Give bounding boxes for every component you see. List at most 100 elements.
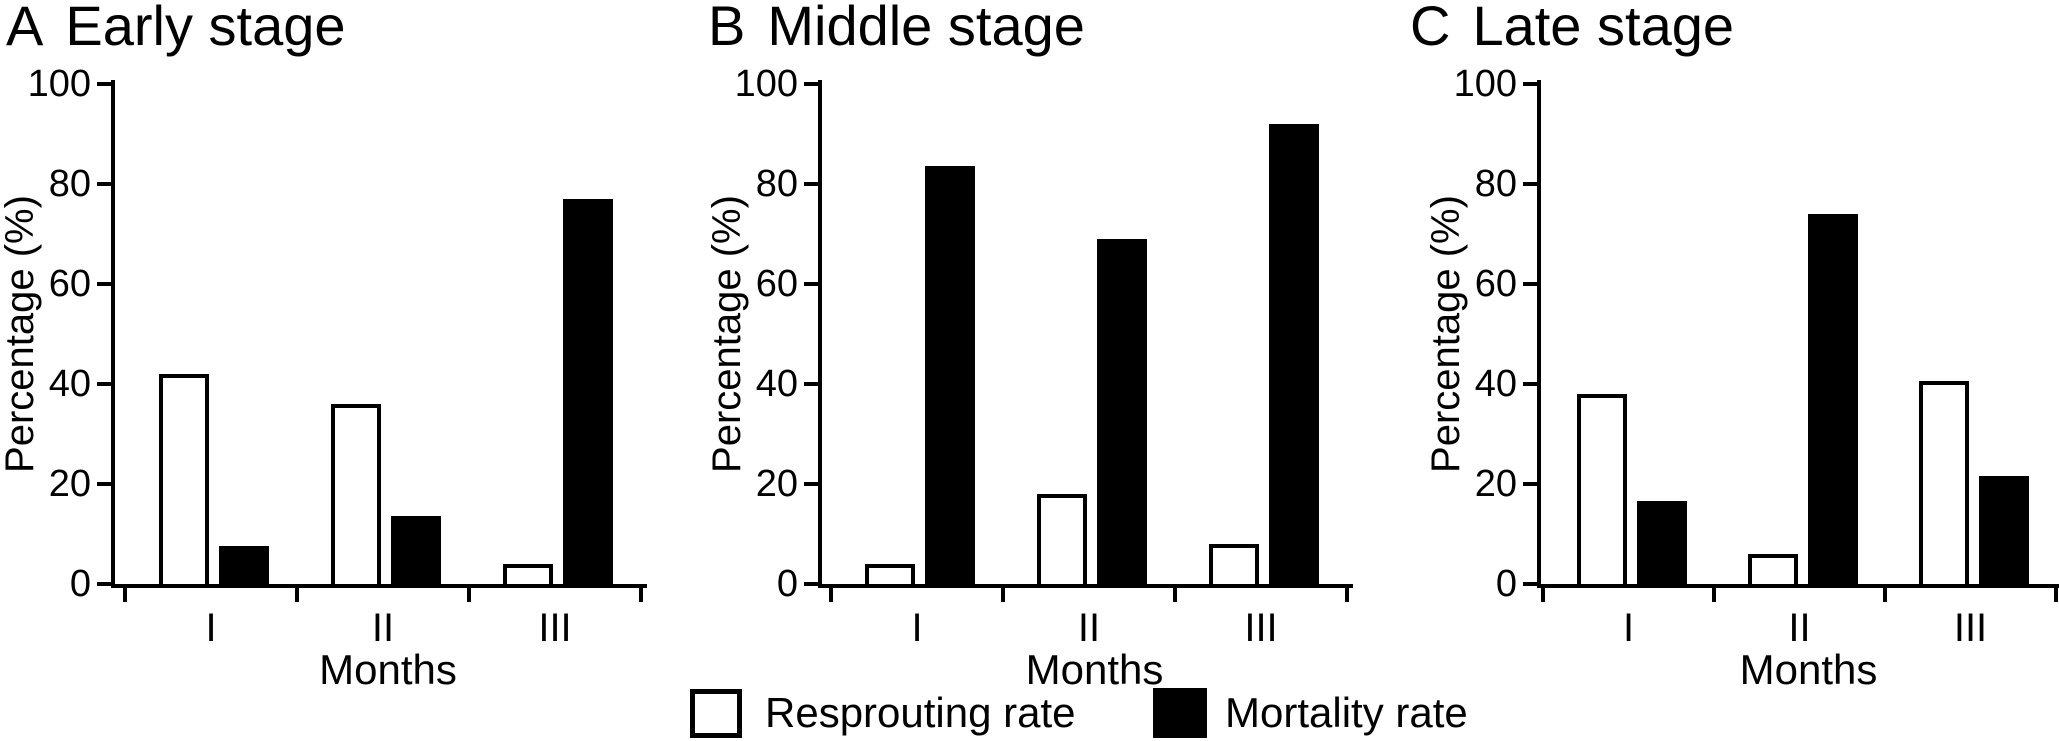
x-tick (2054, 584, 2058, 602)
panel-c: C Late stage Percentage (%) 0 20 40 60 80 100 I II… (1373, 0, 2059, 741)
x-axis-label: Months (319, 646, 457, 693)
bar-resprouting-rate-iii (1919, 381, 1969, 584)
bar-resprouting-rate-ii (1748, 554, 1798, 584)
y-axis-label: Percentage (%) (0, 195, 42, 473)
y-tick (1523, 382, 1537, 386)
x-category-label: III (538, 606, 572, 650)
x-axis-line (818, 584, 1353, 588)
x-tick (1712, 584, 1716, 602)
y-tick-label: 80 (1474, 163, 1517, 205)
y-tick (1523, 82, 1537, 86)
y-tick (97, 282, 111, 286)
y-tick-label: 20 (48, 463, 91, 505)
y-tick-label: 60 (48, 263, 91, 305)
x-tick (639, 584, 643, 602)
y-tick (804, 582, 818, 586)
x-category-label: I (1622, 606, 1635, 650)
x-tick (295, 584, 299, 602)
x-tick (1001, 584, 1005, 602)
y-tick (97, 82, 111, 86)
x-tick (829, 584, 833, 602)
y-tick-label: 100 (27, 63, 91, 105)
x-tick (1173, 584, 1177, 602)
y-axis-line (818, 80, 822, 588)
bar-resprouting-rate-i (865, 564, 915, 584)
x-axis-line (1537, 584, 2059, 588)
x-category-label: I (911, 606, 923, 650)
panel-title: B Middle stage (708, 0, 1085, 56)
bar-mortality-rate-i (925, 166, 975, 584)
panel-title-text: Middle stage (767, 0, 1085, 57)
x-category-label: I (205, 606, 217, 650)
y-tick-label: 80 (755, 163, 798, 205)
y-tick-label: 40 (755, 363, 798, 405)
bar-mortality-rate-i (219, 546, 269, 584)
bar-mortality-rate-i (1637, 501, 1687, 584)
y-tick-label: 0 (69, 563, 91, 605)
bar-resprouting-rate-iii (1209, 544, 1259, 584)
x-axis-label: Months (1739, 646, 1878, 693)
x-category-label: II (371, 606, 395, 650)
bar-mortality-rate-ii (1097, 239, 1147, 584)
bar-mortality-rate-iii (1979, 476, 2029, 584)
y-tick (804, 482, 818, 486)
y-tick (97, 582, 111, 586)
y-axis-label: Percentage (%) (1424, 195, 1468, 473)
panel-letter: C (1410, 0, 1451, 57)
bar-resprouting-rate-i (1577, 394, 1627, 584)
y-tick-label: 100 (1453, 63, 1517, 105)
x-category-label: III (1244, 606, 1278, 650)
y-tick-label: 20 (1474, 463, 1517, 505)
panel-title-text: Late stage (1472, 0, 1734, 57)
bar-mortality-rate-iii (563, 199, 613, 584)
y-tick (97, 382, 111, 386)
y-axis-label: Percentage (%) (705, 195, 749, 473)
x-tick (1345, 584, 1349, 602)
y-tick-label: 100 (734, 63, 798, 105)
y-tick-label: 60 (755, 263, 798, 305)
x-tick (1541, 584, 1545, 602)
panel-letter: B (708, 0, 746, 57)
y-tick-label: 0 (776, 563, 798, 605)
x-category-label: II (1077, 606, 1101, 650)
y-tick (804, 82, 818, 86)
y-tick-label: 60 (1474, 263, 1517, 305)
bar-resprouting-rate-ii (1037, 494, 1087, 584)
panel-a: A Early stage Percentage (%) 0 20 40 60 80 100 I I… (0, 0, 686, 741)
bar-resprouting-rate-ii (331, 404, 381, 584)
y-tick (804, 382, 818, 386)
panel-title-text: Early stage (65, 0, 346, 57)
bar-mortality-rate-iii (1269, 124, 1319, 584)
y-tick (97, 482, 111, 486)
y-axis-line (1537, 80, 1541, 588)
y-tick-label: 80 (48, 163, 91, 205)
x-axis-label: Months (1025, 646, 1164, 693)
y-tick (1523, 582, 1537, 586)
x-axis-line (111, 584, 647, 588)
bar-mortality-rate-ii (1808, 214, 1858, 584)
y-tick (1523, 282, 1537, 286)
x-tick (1883, 584, 1887, 602)
x-category-label: II (1788, 606, 1811, 650)
y-tick (97, 182, 111, 186)
y-tick-label: 20 (755, 463, 798, 505)
bar-resprouting-rate-iii (503, 564, 553, 584)
y-tick (1523, 482, 1537, 486)
y-tick-label: 0 (1495, 563, 1517, 605)
bar-resprouting-rate-i (159, 374, 209, 584)
x-category-label: III (1953, 606, 1988, 650)
x-tick (123, 584, 127, 602)
bar-mortality-rate-ii (391, 516, 441, 584)
panel-b: B Middle stage Percentage (%) 0 20 40 60 80 100 I… (690, 0, 1376, 741)
y-tick (804, 282, 818, 286)
x-tick (467, 584, 471, 602)
panel-letter: A (6, 0, 44, 57)
y-tick-label: 40 (1474, 363, 1517, 405)
y-tick (804, 182, 818, 186)
panel-title: C Late stage (1410, 0, 1734, 56)
y-tick (1523, 182, 1537, 186)
y-axis-line (111, 80, 115, 588)
y-tick-label: 40 (48, 363, 91, 405)
panel-title: A Early stage (6, 0, 346, 56)
